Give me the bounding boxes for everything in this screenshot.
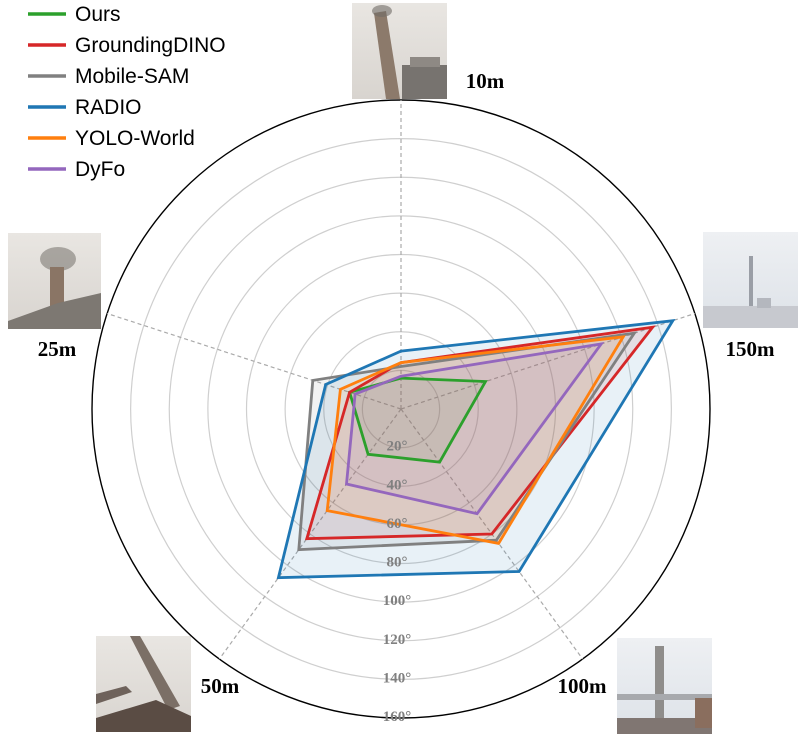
tick-label-3: 60°	[387, 516, 408, 532]
axis-label-150m: 150m	[726, 337, 776, 361]
series-line-groundingdino	[304, 325, 656, 541]
chimney-photo-25m	[8, 233, 101, 329]
tick-label-5: 100°	[383, 593, 412, 609]
series-line-radio	[276, 318, 676, 580]
spoke-50m	[218, 408, 402, 660]
axis-labels: 10m 150m 100m 50m 25m	[38, 69, 775, 698]
axis-spokes	[106, 100, 696, 660]
chimney-photo-150m	[703, 232, 798, 328]
tick-label-6: 120°	[383, 632, 412, 648]
chimney-photo-100m	[617, 638, 712, 734]
legend-label-dyfo: DyFo	[75, 158, 125, 181]
tick-label-2: 40°	[387, 477, 408, 493]
tick-label-4: 80°	[387, 555, 408, 571]
tick-label-7: 140°	[383, 670, 412, 686]
radial-tick-labels: 20° 40° 60° 80° 100° 120° 140° 160°	[383, 439, 412, 725]
legend-label-groundingdino: GroundingDINO	[75, 34, 226, 57]
axis-label-50m: 50m	[201, 674, 240, 698]
series-fill-dyfo	[346, 343, 602, 514]
spoke-150m	[400, 312, 696, 410]
chimney-photo-50m	[96, 636, 191, 732]
series-line-ours	[347, 376, 488, 464]
chimney-photo-10m	[352, 3, 447, 99]
legend-label-yolo-world: YOLO-World	[75, 127, 195, 150]
series-fill-yolo-world	[327, 336, 624, 544]
series-line-yolo-world	[325, 335, 626, 545]
series-lines	[276, 318, 676, 580]
legend-label-ours: Ours	[75, 3, 121, 26]
tick-label-8: 160°	[383, 709, 412, 725]
tick-label-1: 20°	[387, 439, 408, 455]
legend-label-mobile-sam: Mobile-SAM	[75, 65, 189, 88]
axis-label-10m: 10m	[466, 69, 505, 93]
grid-circle-7	[130, 138, 672, 680]
axis-label-100m: 100m	[558, 674, 608, 698]
legend: Ours GroundingDINO Mobile-SAM RADIO YOLO-Wor…	[28, 3, 226, 181]
spoke-25m	[106, 312, 402, 410]
grid-circle-5	[207, 215, 595, 603]
series-line-dyfo	[344, 341, 605, 516]
legend-label-radio: RADIO	[75, 96, 142, 119]
axis-label-25m: 25m	[38, 337, 77, 361]
series-fill-mobile-sam	[298, 333, 635, 550]
